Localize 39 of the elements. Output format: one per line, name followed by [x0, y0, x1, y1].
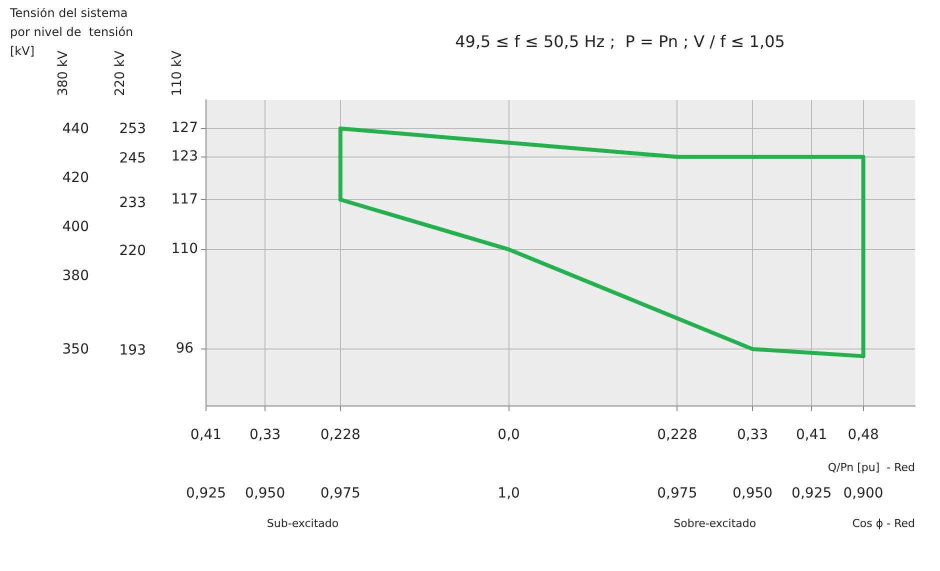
y3-tick-label: 400 [62, 218, 90, 235]
x-tick-label: 0,228 [320, 427, 360, 444]
x-tick-label: 0,33 [249, 427, 281, 444]
x-tick-label: 0,41 [796, 427, 828, 444]
text: 1,0 [498, 486, 520, 502]
y-tick-label: 117 [171, 191, 198, 208]
y-axis-title: 110 kV [170, 50, 185, 96]
y2-tick-label: 233 [119, 194, 146, 211]
text: 0,975 [320, 486, 360, 502]
x-tick-label: 0,33 [736, 427, 768, 444]
text: 0,950 [245, 486, 286, 502]
text: Cos ϕ - Red [852, 516, 915, 530]
y-tick-label: 110 [171, 241, 198, 258]
y2-tick-label: 253 [119, 121, 146, 138]
y3-tick-label: 420 [62, 170, 90, 186]
x-tick-label: 0,228 [657, 427, 698, 444]
text: 0,925 [186, 486, 226, 502]
text: Sub-excitado [266, 516, 339, 530]
y-tick-label: 127 [171, 120, 198, 136]
y-tick-label: 123 [171, 148, 198, 165]
text: Sobre-excitado [674, 516, 756, 530]
text: 0,975 [657, 486, 698, 502]
y2-axis-title: 220 kV [112, 50, 128, 96]
text: 0,900 [843, 486, 884, 502]
y3-tick-label: 380 [62, 268, 90, 284]
x-tick-label: 0,41 [190, 427, 222, 444]
y3-axis-title: 380 kV [56, 50, 71, 96]
text: 0,950 [732, 486, 773, 502]
x-tick-label: 0,48 [848, 427, 879, 444]
y2-tick-label: 245 [119, 150, 146, 167]
text: 0,925 [792, 486, 832, 502]
y3-tick-label: 440 [62, 121, 90, 138]
x-tick-label: 0,0 [498, 427, 520, 444]
y-tick-label: 96 [176, 340, 194, 357]
y2-tick-label: 193 [119, 342, 146, 358]
chart-title: 49,5 ≤ f ≤ 50,5 Hz ; P = Pn ; V / f ≤ 1,05 [455, 32, 785, 52]
y3-tick-label: 350 [62, 341, 90, 358]
y2-tick-label: 220 [119, 242, 146, 259]
x-axis-title: Q/Pn [pu] - Red [828, 460, 915, 474]
